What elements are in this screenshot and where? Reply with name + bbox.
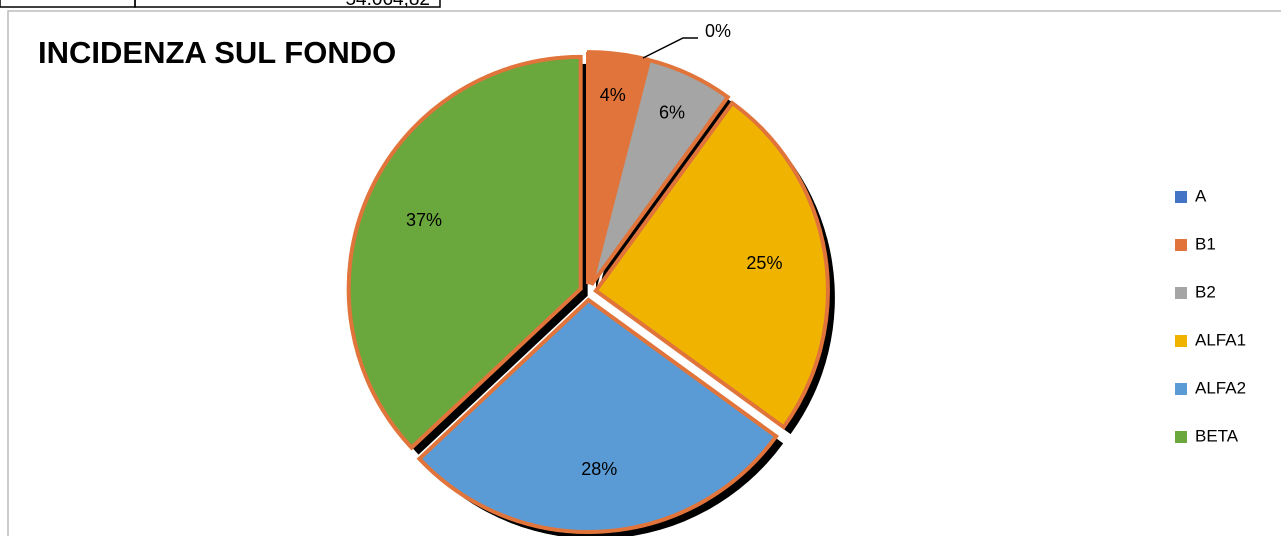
chart-title: INCIDENZA SUL FONDO [38, 35, 396, 70]
data-label: 4% [600, 85, 626, 105]
data-label: 28% [581, 459, 617, 479]
legend-label: B2 [1195, 282, 1216, 301]
leader-line [642, 37, 698, 59]
slice [593, 100, 830, 430]
legend-swatch [1175, 383, 1187, 395]
legend-swatch [1175, 431, 1187, 443]
data-label: 6% [659, 102, 685, 122]
slice [587, 50, 650, 285]
legend-label: BETA [1195, 426, 1239, 445]
slice [346, 54, 583, 451]
slice [416, 297, 779, 534]
data-label: 0% [705, 21, 731, 41]
data-label: 25% [746, 253, 782, 273]
data-label: 37% [406, 210, 442, 230]
cell-text: 54.064,82 [345, 0, 430, 10]
cell-frame [134, 0, 441, 8]
legend-swatch [1175, 191, 1187, 203]
legend-label: B1 [1195, 234, 1216, 253]
cell-frame [0, 0, 136, 8]
legend-label: ALFA1 [1195, 330, 1246, 349]
legend-swatch [1175, 335, 1187, 347]
slice [589, 57, 731, 286]
legend-swatch [1175, 287, 1187, 299]
legend-label: A [1195, 186, 1207, 205]
legend-label: ALFA2 [1195, 378, 1246, 397]
legend-swatch [1175, 239, 1187, 251]
